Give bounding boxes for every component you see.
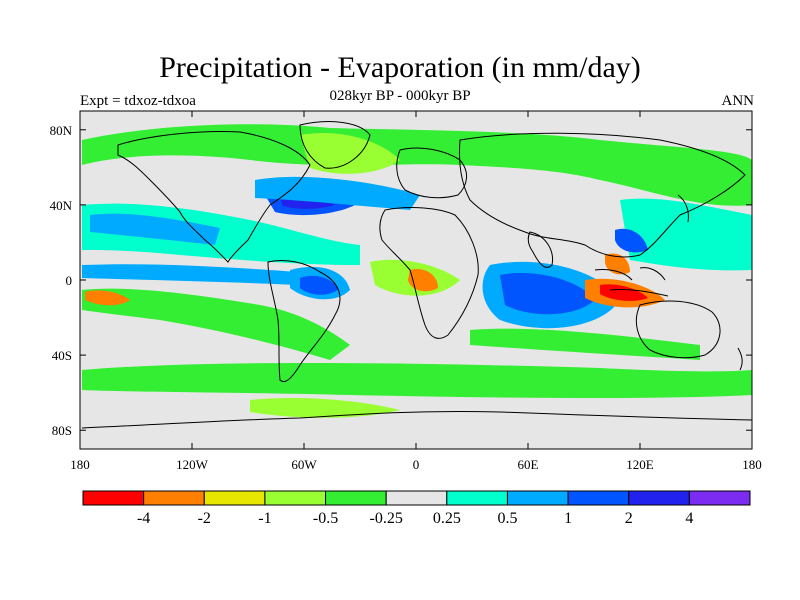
colorbar-label: -0.5 xyxy=(313,510,338,527)
australia-coastline xyxy=(635,300,721,359)
field-patch xyxy=(500,272,595,315)
colorbar-swatch xyxy=(688,490,751,506)
field-patch xyxy=(82,363,752,399)
asia-coastline xyxy=(459,132,746,258)
coastlines xyxy=(81,121,752,429)
colorbar-label: -1 xyxy=(258,510,271,527)
lat-tick-label: 40S xyxy=(52,348,72,363)
colorbar-label: 4 xyxy=(685,510,693,527)
lon-tick-label: 60W xyxy=(291,457,317,472)
lon-tick-label: 60E xyxy=(518,457,539,472)
colorbar-label: -2 xyxy=(198,510,211,527)
colorbar-swatch xyxy=(82,490,145,506)
field-patch xyxy=(300,275,338,295)
plot-subtitle: 028kyr BP - 000kyr BP xyxy=(329,88,471,104)
colorbar-label: 1 xyxy=(564,510,572,527)
new-zealand-coastline xyxy=(737,347,743,371)
colorbar-label: 0.5 xyxy=(497,510,517,527)
lat-tick-label: 80N xyxy=(50,123,73,138)
north-america-coastline xyxy=(117,131,311,263)
field-patch xyxy=(408,269,438,292)
lon-tick-label: 180 xyxy=(742,457,762,472)
season-label: ANN xyxy=(721,93,755,109)
south-america-coastline xyxy=(267,259,341,383)
colorbar-label: -4 xyxy=(137,510,150,527)
field-patch xyxy=(605,253,630,275)
lon-tick-label: 120E xyxy=(626,457,654,472)
colorbar-label: -0.25 xyxy=(370,510,403,527)
africa-coastline xyxy=(379,207,479,339)
colorbar-swatch xyxy=(446,490,508,506)
colorbar-swatch xyxy=(264,490,327,506)
field-patch xyxy=(615,228,648,253)
field-patch xyxy=(620,198,752,271)
field-patch xyxy=(600,284,648,301)
colorbar-label: 2 xyxy=(625,510,633,527)
colorbar-swatch xyxy=(385,490,448,506)
field-patch xyxy=(470,328,700,360)
lon-tick-label: 120W xyxy=(176,457,209,472)
lat-tick-label: 80S xyxy=(52,423,72,438)
india-coastline xyxy=(527,231,554,268)
antarctica-coastline xyxy=(81,410,752,429)
colorbar-swatch xyxy=(325,490,387,506)
map-axes: 180 120W 60W 0 60E 120E 180 80N 40N 0 40S 80S xyxy=(50,111,762,472)
colorbar-swatch xyxy=(567,490,630,506)
colorbar-swatch xyxy=(628,490,690,506)
maritime-continent-coastline xyxy=(594,267,669,297)
colorbar-label: 0.25 xyxy=(433,510,461,527)
colorbar-swatch xyxy=(506,490,569,506)
europe-coastline xyxy=(396,147,467,199)
field-patch xyxy=(82,288,350,360)
lat-tick-label: 0 xyxy=(66,273,73,288)
plot-title: Precipitation - Evaporation (in mm/day) xyxy=(159,51,641,84)
colorbar-swatch xyxy=(143,490,205,506)
japan-coastline xyxy=(677,194,689,223)
field-patch xyxy=(85,290,130,306)
field-patch xyxy=(250,398,400,418)
lon-tick-label: 180 xyxy=(70,457,90,472)
field-patch xyxy=(82,264,300,285)
field-patch xyxy=(82,124,752,206)
field-patch xyxy=(300,132,400,174)
lon-tick-label: 0 xyxy=(413,457,420,472)
experiment-label: Expt = tdxoz-tdxoa xyxy=(80,93,196,109)
greenland-coastline xyxy=(299,121,371,169)
colorbar-swatch xyxy=(203,490,266,506)
lat-tick-label: 40N xyxy=(50,198,73,213)
field-patch xyxy=(90,213,220,245)
colorbar: -4 -2 -1 -0.5 -0.25 0.25 0.5 1 2 4 xyxy=(82,490,751,527)
